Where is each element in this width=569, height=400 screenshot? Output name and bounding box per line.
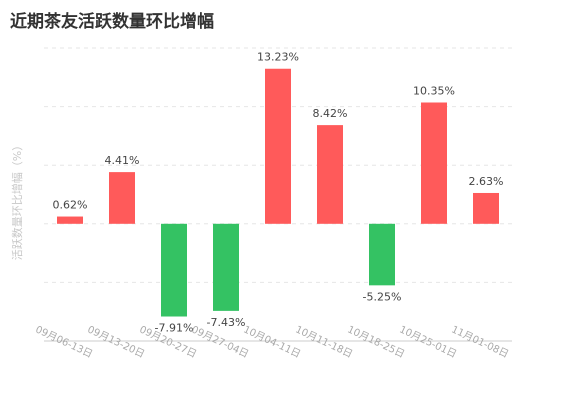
value-label: 2.63%	[469, 175, 504, 188]
value-label: 10.35%	[413, 84, 455, 97]
bar	[317, 125, 343, 224]
bar	[213, 223, 239, 311]
value-label: 4.41%	[105, 154, 140, 167]
value-label: -7.43%	[207, 316, 246, 329]
bar	[161, 223, 187, 317]
x-tick-label: 10月25-01日	[397, 323, 458, 360]
bar	[369, 223, 395, 286]
value-label: 8.42%	[313, 107, 348, 120]
x-tick-label: 09月13-20日	[85, 323, 146, 360]
value-label: -5.25%	[363, 290, 402, 303]
value-label: -7.91%	[155, 322, 194, 335]
x-tick-label: 09月06-13日	[33, 323, 94, 360]
bar	[265, 68, 291, 224]
x-tick-label: 10月18-25日	[345, 323, 406, 360]
x-tick-label: 10月11-18日	[293, 323, 354, 360]
x-tick-label: 11月01-08日	[449, 323, 510, 360]
bar	[109, 172, 135, 224]
bar	[473, 192, 499, 224]
bar	[57, 216, 83, 224]
value-label: 0.62%	[53, 199, 88, 212]
x-tick-label: 10月04-11日	[241, 323, 302, 360]
x-tick-label: 09月27-04日	[189, 323, 250, 360]
y-axis-label: 活跃数量环比增幅（%）	[10, 140, 24, 260]
bar	[421, 102, 447, 224]
value-label: 13.23%	[257, 51, 299, 64]
chart-title: 近期茶友活跃数量环比增幅	[10, 11, 214, 32]
